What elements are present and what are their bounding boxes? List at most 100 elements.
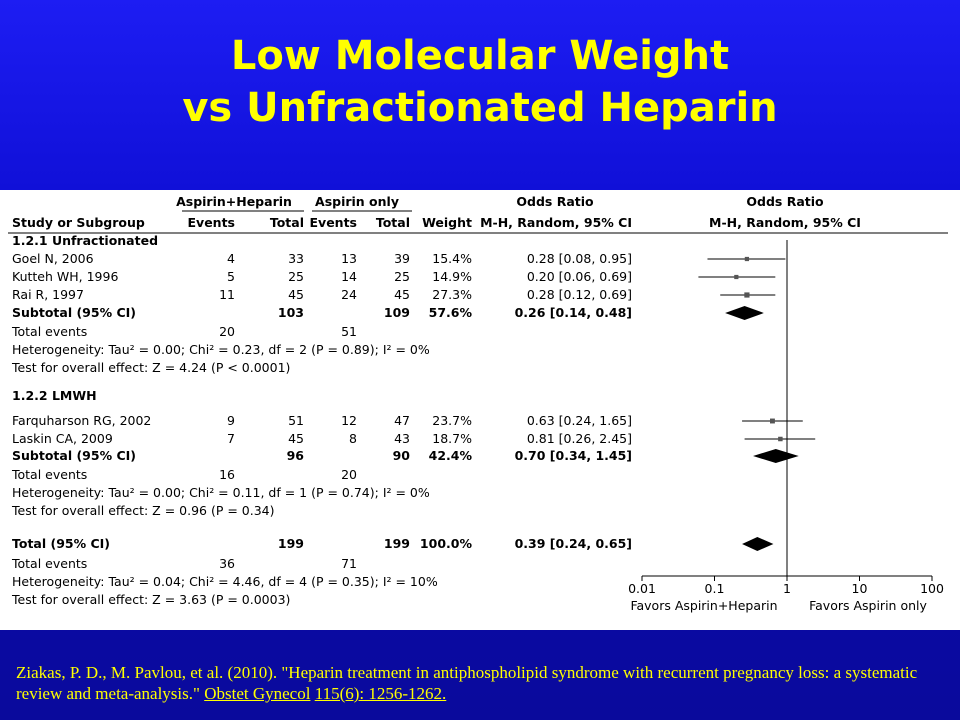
forest-plot-area: 0.01 0.1 1 10 100 <box>628 240 944 596</box>
subtotal-diamond <box>753 449 799 463</box>
odds-ratio-ci: 0.63 [0.24, 1.65] <box>527 413 632 428</box>
overall-effect-text: Test for overall effect: Z = 3.63 (P = 0… <box>11 592 290 607</box>
total-events-row: Total events 20 51 <box>11 324 357 339</box>
events-1: 4 <box>227 251 235 266</box>
subtotal-row: Subtotal (95% CI) 96 90 42.4% 0.70 [0.34… <box>12 448 632 463</box>
total-events-2: 71 <box>341 556 357 571</box>
events-1: 9 <box>227 413 235 428</box>
total-2: 39 <box>394 251 410 266</box>
table-row: Farquharson RG, 2002 9 51 12 47 23.7% 0.… <box>12 413 632 428</box>
header-events-1: Events <box>188 215 235 230</box>
subtotal-total-2: 90 <box>393 448 411 463</box>
subtotal-label: Subtotal (95% CI) <box>12 448 136 463</box>
header-study: Study or Subgroup <box>12 215 145 230</box>
forest-plot: Aspirin+Heparin Aspirin only Odds Ratio … <box>8 194 948 613</box>
weight: 15.4% <box>432 251 472 266</box>
events-1: 7 <box>227 431 235 446</box>
total-2: 45 <box>394 287 410 302</box>
citation-volume[interactable]: 115(6): 1256-1262. <box>314 684 447 703</box>
weight: 23.7% <box>432 413 472 428</box>
total-events-label: Total events <box>11 467 87 482</box>
total-events-label: Total events <box>11 556 87 571</box>
subtotal-ci: 0.70 [0.34, 1.45] <box>515 448 632 463</box>
subtotal-diamond <box>742 537 774 551</box>
events-1: 5 <box>227 269 235 284</box>
total-events-label: Total events <box>11 324 87 339</box>
subtotal-weight: 57.6% <box>429 305 473 320</box>
study-point <box>744 292 750 298</box>
total-2: 47 <box>394 413 410 428</box>
study-name: Laskin CA, 2009 <box>12 431 113 446</box>
events-2: 8 <box>349 431 357 446</box>
header-or-text: Odds Ratio <box>516 194 594 209</box>
total-1: 45 <box>288 287 304 302</box>
odds-ratio-ci: 0.28 [0.12, 0.69] <box>527 287 632 302</box>
subgroup-1-label: 1.2.1 Unfractionated <box>12 233 158 248</box>
grand-total-row: Total (95% CI) 199 199 100.0% 0.39 [0.24… <box>12 536 632 551</box>
total-events-1: 16 <box>219 467 235 482</box>
total-total-2: 199 <box>384 536 410 551</box>
study-point <box>734 274 739 280</box>
total-events-2: 51 <box>341 324 357 339</box>
total-2: 43 <box>394 431 410 446</box>
header-method-plot: M-H, Random, 95% CI <box>709 215 861 230</box>
weight: 27.3% <box>432 287 472 302</box>
subtotal-ci: 0.26 [0.14, 0.48] <box>515 305 632 320</box>
x-tick-label: 1 <box>783 581 791 596</box>
events-1: 11 <box>219 287 235 302</box>
total-1: 45 <box>288 431 304 446</box>
header-weight: Weight <box>422 215 472 230</box>
total-events-2: 20 <box>341 467 357 482</box>
slide-title: Low Molecular Weight vs Unfractionated H… <box>0 30 960 134</box>
study-point <box>744 256 750 262</box>
header-total-2: Total <box>376 215 410 230</box>
subtotal-total-1: 103 <box>278 305 304 320</box>
subtotal-total-1: 96 <box>287 448 305 463</box>
events-2: 14 <box>341 269 357 284</box>
subtotal-weight: 42.4% <box>429 448 473 463</box>
total-events-1: 36 <box>219 556 235 571</box>
events-2: 12 <box>341 413 357 428</box>
events-2: 24 <box>341 287 357 302</box>
total-ci: 0.39 [0.24, 0.65] <box>515 536 632 551</box>
citation-journal[interactable]: Obstet Gynecol <box>204 684 311 703</box>
title-line-2: vs Unfractionated Heparin <box>182 85 778 131</box>
header-method: M-H, Random, 95% CI <box>480 215 632 230</box>
forest-plot-panel: Aspirin+Heparin Aspirin only Odds Ratio … <box>0 190 960 630</box>
odds-ratio-ci: 0.81 [0.26, 2.45] <box>527 431 632 446</box>
x-tick-label: 10 <box>852 581 868 596</box>
odds-ratio-ci: 0.28 [0.08, 0.95] <box>527 251 632 266</box>
subtotal-label: Subtotal (95% CI) <box>12 305 136 320</box>
total-2: 25 <box>394 269 410 284</box>
study-name: Kutteh WH, 1996 <box>12 269 118 284</box>
weight: 14.9% <box>432 269 472 284</box>
favors-left-label: Favors Aspirin+Heparin <box>630 598 777 613</box>
header-or-plot: Odds Ratio <box>746 194 824 209</box>
study-point <box>778 436 783 442</box>
study-name: Goel N, 2006 <box>12 251 94 266</box>
total-events-1: 20 <box>219 324 235 339</box>
subtotal-row: Subtotal (95% CI) 103 109 57.6% 0.26 [0.… <box>12 305 632 320</box>
total-label: Total (95% CI) <box>12 536 110 551</box>
table-row: Kutteh WH, 1996 5 25 14 25 14.9% 0.20 [0… <box>12 269 632 284</box>
total-events-row: Total events 36 71 <box>11 556 357 571</box>
total-weight: 100.0% <box>420 536 473 551</box>
citation-text: Ziakas, P. D., M. Pavlou, et al. (2010).… <box>16 663 918 703</box>
x-tick-label: 0.01 <box>628 581 656 596</box>
total-total-1: 199 <box>278 536 304 551</box>
total-1: 51 <box>288 413 304 428</box>
study-point <box>770 418 775 424</box>
total-events-row: Total events 16 20 <box>11 467 357 482</box>
total-1: 25 <box>288 269 304 284</box>
header-events-2: Events <box>310 215 357 230</box>
overall-effect-text: Test for overall effect: Z = 4.24 (P < 0… <box>11 360 290 375</box>
heterogeneity-text: Heterogeneity: Tau² = 0.00; Chi² = 0.23,… <box>12 342 430 357</box>
table-row: Laskin CA, 2009 7 45 8 43 18.7% 0.81 [0.… <box>12 431 632 446</box>
table-row: Goel N, 2006 4 33 13 39 15.4% 0.28 [0.08… <box>12 251 632 266</box>
title-line-1: Low Molecular Weight <box>230 33 730 79</box>
header-control: Aspirin only <box>315 194 399 209</box>
table-row: Rai R, 1997 11 45 24 45 27.3% 0.28 [0.12… <box>12 287 632 302</box>
study-name: Rai R, 1997 <box>12 287 84 302</box>
study-name: Farquharson RG, 2002 <box>12 413 151 428</box>
